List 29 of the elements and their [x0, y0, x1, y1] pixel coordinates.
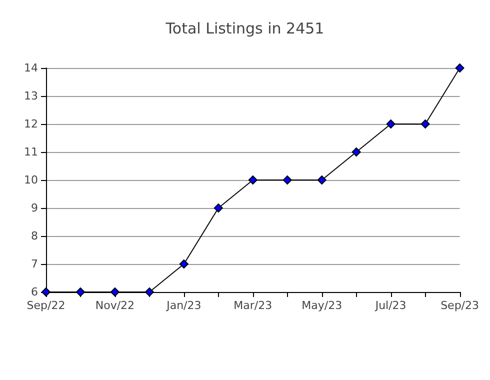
y-tick-label: 13: [24, 90, 38, 102]
y-tick-label: 7: [31, 258, 38, 270]
point: [248, 176, 258, 184]
chart-title: Total Listings in 2451: [164, 20, 324, 38]
point: [144, 288, 154, 296]
point: [110, 288, 120, 296]
point: [420, 120, 430, 128]
y-tick-label: 12: [24, 118, 38, 130]
point: [455, 64, 464, 72]
point: [214, 204, 223, 212]
point: [352, 148, 361, 156]
x-tick-label: Jul/23: [374, 299, 406, 312]
x-tick-label: May/23: [302, 299, 342, 312]
x-tick-label: Nov/22: [95, 299, 135, 312]
point: [317, 176, 326, 184]
x-tick-label: Jan/23: [166, 299, 202, 312]
y-tick-label: 14: [24, 62, 38, 74]
y-tick-label: 8: [31, 230, 38, 242]
point: [282, 176, 292, 184]
point: [76, 288, 85, 296]
y-tick-label: 11: [24, 146, 38, 158]
x-tick-label: Sep/22: [26, 299, 66, 312]
x-tick-label: Mar/23: [234, 299, 272, 312]
x-tick-label: Sep/23: [440, 299, 479, 312]
y-tick-label: 9: [31, 202, 38, 214]
point: [386, 120, 396, 128]
point: [179, 260, 188, 268]
y-tick-label: 6: [31, 286, 38, 298]
y-tick-label: 10: [24, 174, 38, 186]
